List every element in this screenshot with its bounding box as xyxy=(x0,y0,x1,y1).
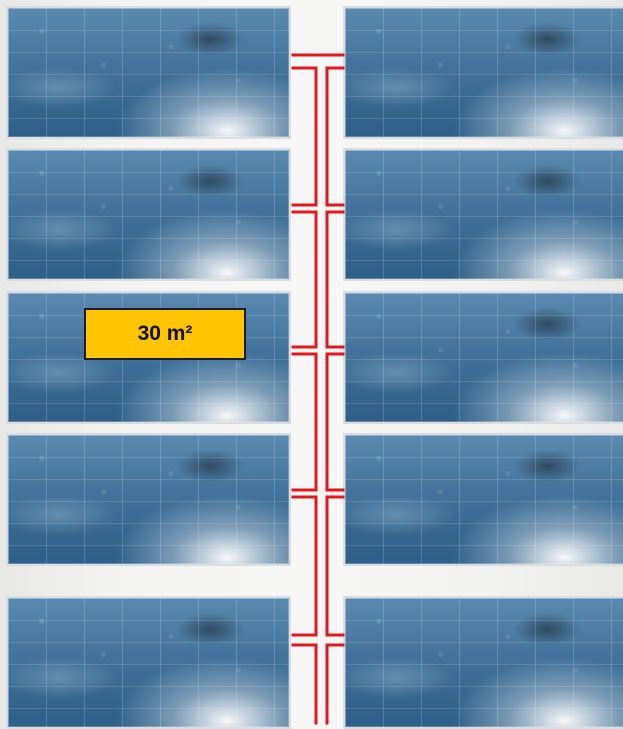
solar-panel-left-2 xyxy=(6,148,291,281)
solar-panel-right-5 xyxy=(343,596,623,729)
solar-panel-right-1 xyxy=(343,6,623,139)
solar-panel-left-1 xyxy=(6,6,291,139)
solar-panel-right-4 xyxy=(343,433,623,566)
area-label: 30 m² xyxy=(84,308,246,360)
connector-group xyxy=(291,53,345,725)
solar-panel-left-5 xyxy=(6,596,291,729)
solar-panel-left-4 xyxy=(6,433,291,566)
solar-panel-right-3 xyxy=(343,291,623,424)
solar-panel-right-2 xyxy=(343,148,623,281)
